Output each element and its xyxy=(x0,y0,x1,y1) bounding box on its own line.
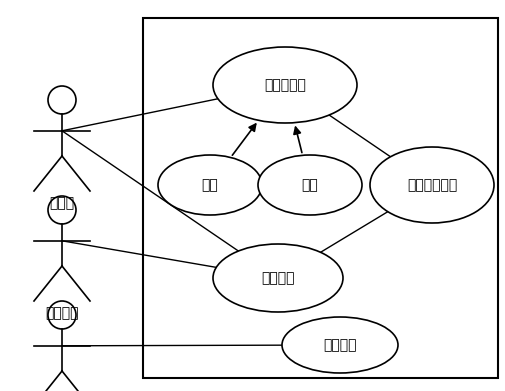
Text: 传感器组: 传感器组 xyxy=(45,306,79,320)
Ellipse shape xyxy=(213,244,343,312)
Ellipse shape xyxy=(158,155,262,215)
Text: 任务调度管理: 任务调度管理 xyxy=(407,178,457,192)
Text: 外控手: 外控手 xyxy=(49,196,75,210)
Ellipse shape xyxy=(282,317,398,373)
Text: 输出信号: 输出信号 xyxy=(323,338,357,352)
Ellipse shape xyxy=(370,147,494,223)
Ellipse shape xyxy=(258,155,362,215)
Text: 导航: 导航 xyxy=(301,178,318,192)
Ellipse shape xyxy=(213,47,357,123)
Text: 控制律解算: 控制律解算 xyxy=(264,78,306,92)
Text: 飞控: 飞控 xyxy=(201,178,218,192)
Text: 信号采集: 信号采集 xyxy=(261,271,295,285)
Bar xyxy=(143,18,498,378)
